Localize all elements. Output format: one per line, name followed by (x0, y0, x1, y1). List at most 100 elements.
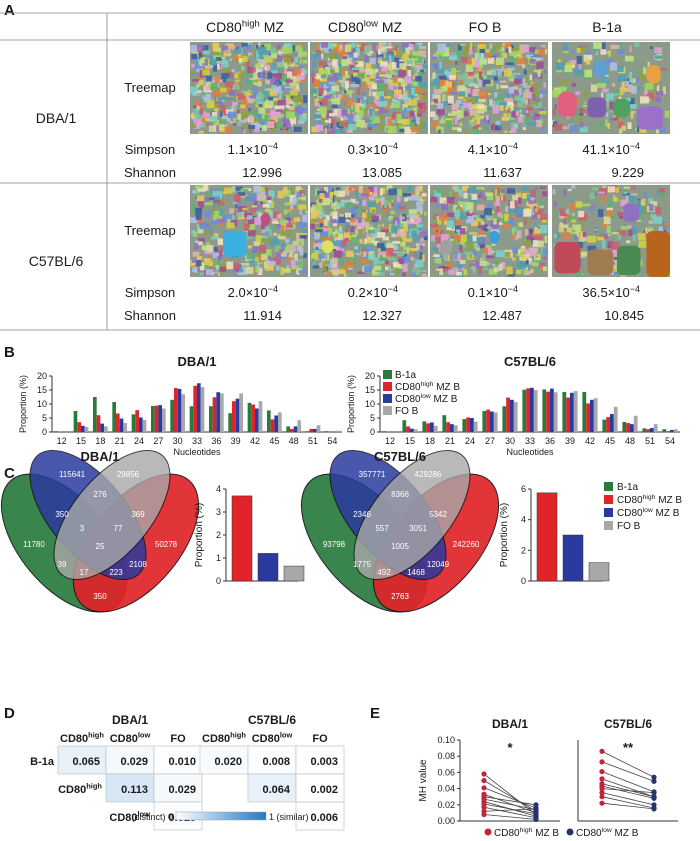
treemap-0-1-cell (383, 78, 391, 85)
treemap-1-1-cell (311, 255, 320, 261)
treemap-0-3-cell (643, 84, 646, 88)
treemap-0-1-cell (392, 76, 398, 83)
treemap-0-1-cell (350, 58, 353, 66)
treemap-1-1-cell (406, 220, 412, 225)
length-chart-dba-bar-3 (84, 426, 89, 432)
treemap-1-3-cell (635, 205, 645, 214)
treemap-0-0-cell (202, 111, 210, 119)
similarity-dba-cell-value-1-2: 0.029 (168, 784, 196, 796)
treemap-0-0-cell (255, 122, 260, 130)
length-chart-dba-bar-3 (336, 430, 340, 432)
treemap-0-2-cell (444, 70, 449, 76)
treemap-1-0-cell (296, 236, 303, 241)
treemap-0-1-cell (311, 71, 315, 77)
treemap-1-1-cell (410, 256, 415, 261)
treemap-0-0-cell (233, 116, 237, 123)
treemap-0-1-cell (382, 96, 392, 99)
treemap-1-1-cell (376, 271, 385, 277)
length-chart-c57-bar-0 (562, 391, 567, 432)
treemap-0-3-cell (609, 109, 613, 113)
treemap-1-0-cell (246, 253, 256, 260)
treemap-1-0-cell (296, 190, 301, 198)
treemap-0-0-cell (277, 42, 283, 48)
treemap-1-1-cell (361, 212, 367, 219)
treemap-0-1-cell (397, 52, 402, 58)
treemap-1-1-cell (386, 213, 391, 218)
treemap-0-1-cell (315, 50, 321, 56)
similarity-dba-cell-value-0-2: 0.010 (168, 756, 196, 768)
length-chart-c57-bar-0 (462, 419, 467, 432)
treemap-0-0-cell (262, 90, 271, 98)
treemap-0-2-cell (446, 79, 452, 82)
treemap-0-1-cell (397, 93, 405, 100)
treemap-1-1-cell (350, 217, 356, 223)
treemap-1-0-cell (283, 209, 291, 215)
treemap-0-1-cell (383, 56, 386, 60)
length-chart-dba-bar-0 (324, 431, 329, 432)
treemap-1-1-cell (345, 212, 352, 218)
treemap-0-1-cell (358, 68, 367, 73)
treemap-0-3-cell (644, 83, 654, 90)
treemap-1-3-cell (553, 201, 557, 207)
treemap-1-0-cell (232, 201, 238, 205)
treemap-0-2-cell (531, 94, 537, 100)
treemap-0-0-cell (274, 48, 279, 55)
length-chart-dba-xtick-label: 48 (289, 436, 299, 446)
treemap-1-2-cell (436, 188, 443, 193)
treemap-0-2-cell (451, 111, 461, 114)
treemap-0-2-cell (525, 99, 528, 105)
treemap-1-0-cell (197, 266, 202, 273)
treemap-1-1-cell (357, 223, 365, 228)
treemap-0-0-cell (243, 46, 251, 53)
treemap-1-1-cell (366, 237, 370, 245)
treemap-0-0-cell (219, 96, 228, 101)
treemap-0-0-cell (220, 105, 226, 113)
treemap-0-3-clone (646, 65, 661, 84)
treemap-0-0-cell (233, 120, 237, 126)
treemap-0-0-cell (217, 64, 220, 70)
similarity-dba-cell-value-1-1: 0.113 (121, 784, 148, 796)
treemap-1-0-cell (246, 215, 252, 220)
treemap-1-1-cell (351, 187, 355, 191)
similarity-c57-cell-value-0-1: 0.008 (262, 756, 290, 768)
treemap-0-3-cell (569, 60, 578, 64)
treemap-0-1-cell (340, 114, 343, 120)
length-chart-dba-bar-3 (142, 419, 147, 432)
treemap-1-0-cell (273, 223, 277, 230)
treemap-1-1-cell (348, 206, 356, 215)
treemap-1-0-cell (247, 245, 253, 249)
mh-chart-dba-point-low (533, 816, 539, 822)
treemap-0-0-cell (193, 119, 202, 127)
treemap-0-0-cell (259, 62, 265, 68)
treemap-0-0-cell (271, 85, 277, 90)
treemap-1-2-cell (465, 202, 474, 210)
treemap-0-2-cell (517, 55, 523, 59)
treemap-0-1-cell (405, 46, 410, 55)
treemap-1-2-cell (501, 189, 505, 194)
treemap-1-1-cell (413, 236, 421, 242)
length-chart-c57-bar-3 (413, 429, 418, 432)
treemap-0-1-cell (340, 50, 348, 55)
treemap-1-0-cell (292, 240, 301, 246)
mh-chart-c57-point-high (599, 794, 605, 800)
treemap-1-2-cell (540, 225, 548, 233)
treemap-1-0-cell (264, 256, 272, 262)
length-chart-dba-bar-0 (54, 431, 58, 432)
treemap-0-1-cell (332, 59, 338, 67)
treemap-0-2-cell (484, 49, 490, 53)
treemap-0-1-cell (364, 119, 368, 123)
treemap-1-3-cell (599, 233, 609, 239)
treemap-1-1-cell (401, 256, 411, 264)
treemap-0-2-cell (487, 52, 492, 59)
similarity-c57-cell-value-1-2: 0.002 (310, 784, 338, 796)
treemap-0-2-cell (444, 44, 452, 47)
treemap-1-0-cell (248, 218, 256, 224)
treemap-1-3-cell (578, 239, 587, 242)
treemap-1-0-cell (270, 238, 279, 246)
treemap-1-1-cell (310, 223, 315, 230)
treemap-0-1-cell (388, 62, 392, 71)
venn-c57-ellipse-fob (353, 449, 471, 581)
treemap-0-2 (430, 42, 548, 134)
venn-legend-swatch-1 (604, 495, 613, 504)
